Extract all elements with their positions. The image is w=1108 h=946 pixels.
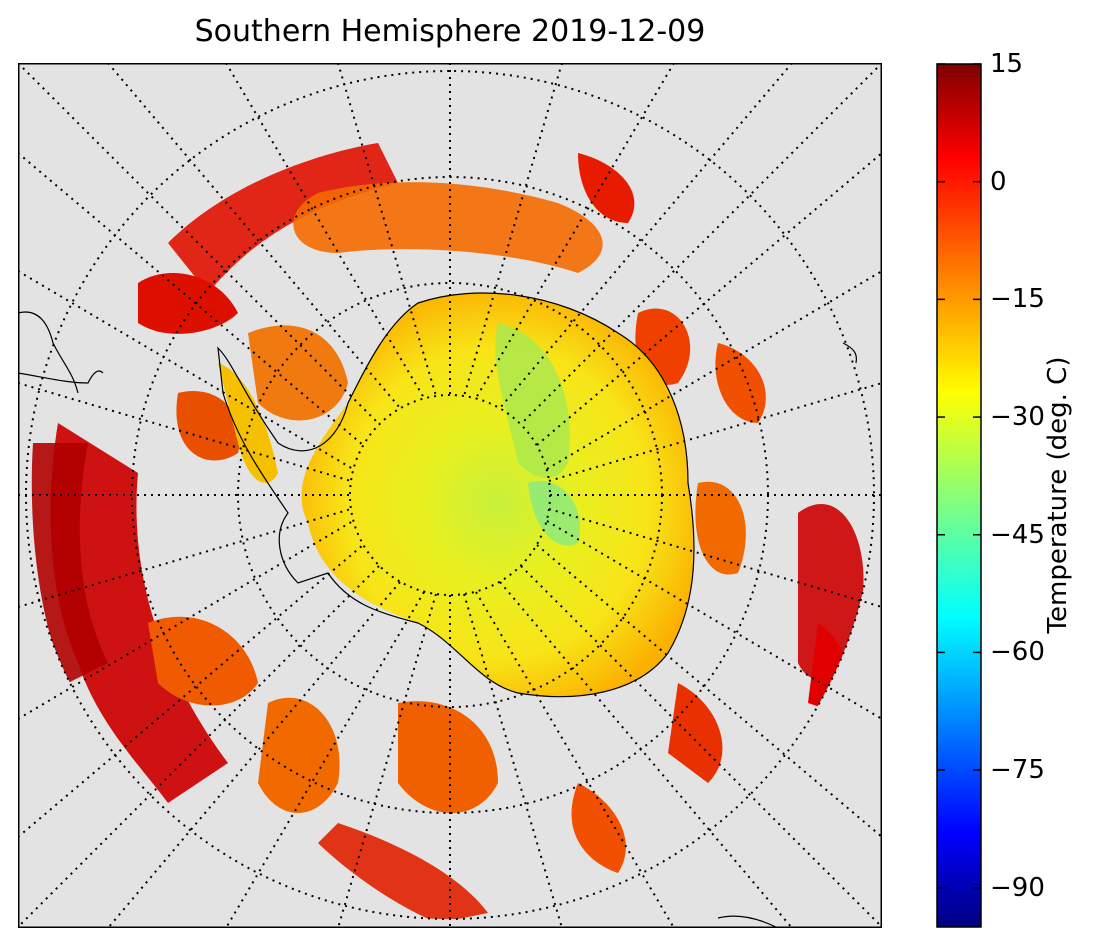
- colorbar: 15 0 −15 −30 −45 −60 −75 −90 Temperature…: [936, 49, 1108, 928]
- coastlines: [18, 292, 858, 928]
- graticule: [18, 63, 882, 928]
- colorbar-tick-label: −90: [990, 872, 1045, 903]
- colorbar-label: Temperature (deg. C): [1043, 356, 1073, 634]
- colorbar-tick-label: 0: [990, 166, 1007, 197]
- map-border: [18, 63, 882, 928]
- colorbar-tick-label: −60: [990, 637, 1045, 668]
- polar-map: [18, 63, 882, 928]
- map-svg: [18, 63, 882, 928]
- colorbar-tick-label: −45: [990, 519, 1045, 550]
- colorbar-tick-label: −75: [990, 755, 1045, 786]
- colorbar-tick-label: 15: [990, 49, 1024, 79]
- colorbar-tick-label: −15: [990, 284, 1045, 315]
- colorbar-tick-label: −30: [990, 402, 1045, 433]
- colorbar-gradient: [936, 63, 982, 928]
- map-title: Southern Hemisphere 2019-12-09: [194, 14, 706, 49]
- colorbar-svg: [936, 63, 982, 928]
- colorbar-ticks: [937, 63, 981, 889]
